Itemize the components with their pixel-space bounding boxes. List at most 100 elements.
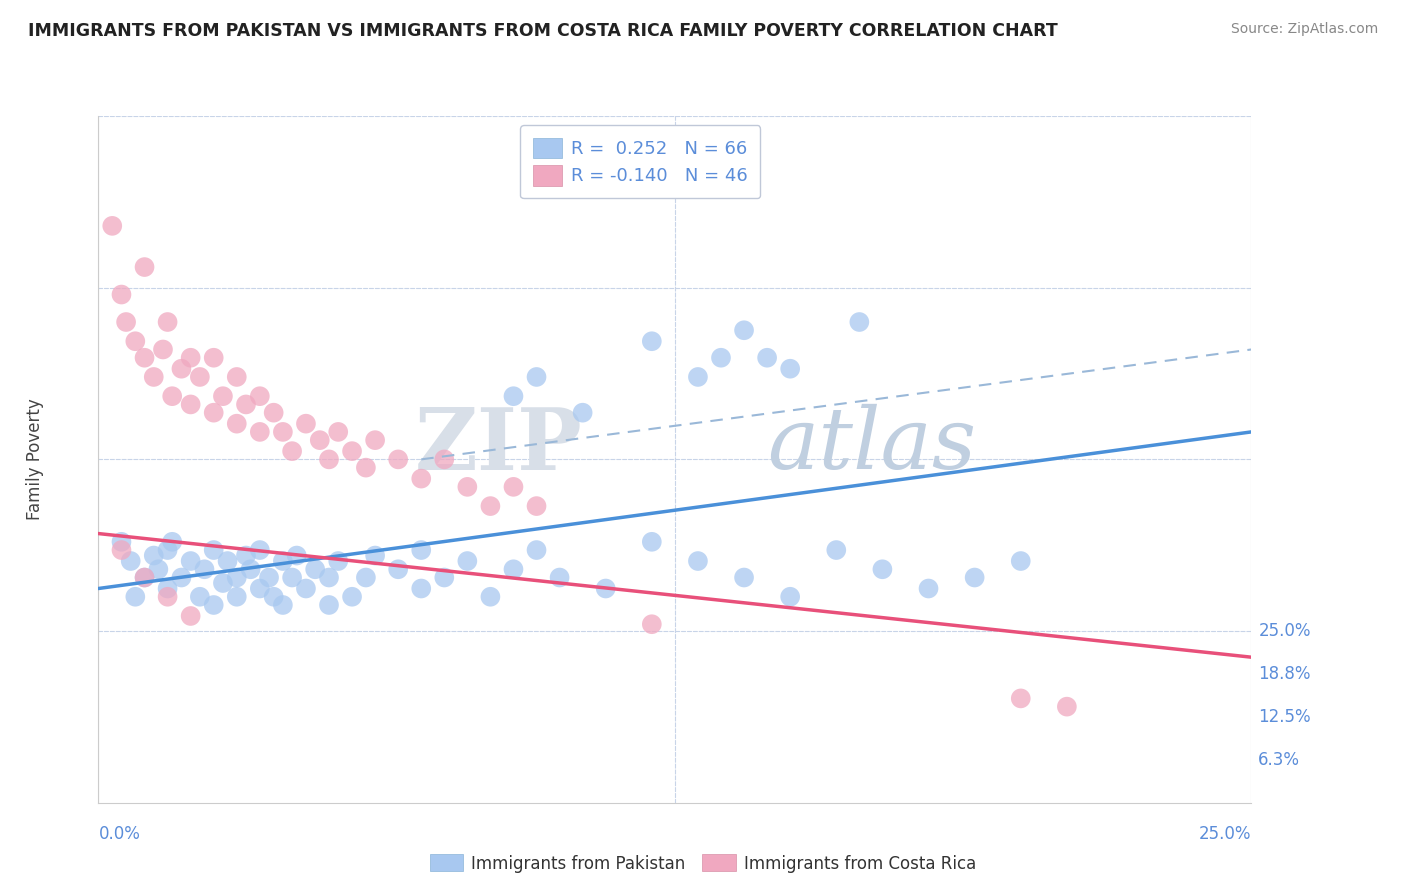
Point [180,351,202,365]
Point [387,562,409,576]
Point [212,576,235,591]
Point [156,315,179,329]
Point [502,389,524,403]
Point [354,460,377,475]
Point [263,406,285,420]
Text: 25.0%: 25.0% [1258,622,1310,640]
Point [340,590,363,604]
Point [202,351,225,365]
Point [225,417,247,431]
Point [202,406,225,420]
Point [411,472,433,486]
Point [710,351,733,365]
Text: ZIP: ZIP [415,404,582,488]
Point [257,570,280,584]
Point [142,370,165,384]
Point [249,425,271,439]
Point [328,554,350,568]
Point [271,554,294,568]
Point [571,406,593,420]
Point [318,598,340,612]
Point [756,351,779,365]
Point [217,554,239,568]
Point [281,444,304,458]
Point [295,417,318,431]
Point [1056,699,1078,714]
Point [340,444,363,458]
Point [318,570,340,584]
Point [115,315,138,329]
Text: 0.0%: 0.0% [98,825,141,843]
Point [779,361,801,376]
Point [235,397,257,411]
Point [872,562,894,576]
Point [134,570,156,584]
Point [212,389,235,403]
Point [1010,691,1032,706]
Point [502,480,524,494]
Point [295,582,318,596]
Point [134,351,156,365]
Point [456,480,478,494]
Point [110,543,132,558]
Point [101,219,124,233]
Point [354,570,377,584]
Point [170,361,193,376]
Point [263,590,285,604]
Text: Source: ZipAtlas.com: Source: ZipAtlas.com [1230,22,1378,37]
Text: 12.5%: 12.5% [1258,708,1310,726]
Point [110,287,132,301]
Point [124,334,146,349]
Point [502,562,524,576]
Point [779,590,801,604]
Point [156,543,179,558]
Point [180,554,202,568]
Point [249,543,271,558]
Point [318,452,340,467]
Point [641,534,664,549]
Point [526,499,548,513]
Point [641,334,664,349]
Point [134,260,156,274]
Point [686,370,709,384]
Point [202,598,225,612]
Point [733,570,755,584]
Point [364,549,387,563]
Point [281,570,304,584]
Point [387,452,409,467]
Point [110,534,132,549]
Point [193,562,215,576]
Point [202,543,225,558]
Point [917,582,939,596]
Point [285,549,308,563]
Point [825,543,848,558]
Point [156,582,179,596]
Text: 25.0%: 25.0% [1199,825,1251,843]
Point [328,425,350,439]
Point [1010,554,1032,568]
Point [188,370,211,384]
Point [411,582,433,596]
Point [225,570,247,584]
Point [271,598,294,612]
Text: Family Poverty: Family Poverty [27,399,44,520]
Point [548,570,571,584]
Point [271,425,294,439]
Point [433,570,456,584]
Point [733,323,755,337]
Point [364,433,387,447]
Point [304,562,326,576]
Point [686,554,709,568]
Text: 6.3%: 6.3% [1258,751,1301,769]
Point [411,543,433,558]
Point [848,315,870,329]
Legend: Immigrants from Pakistan, Immigrants from Costa Rica: Immigrants from Pakistan, Immigrants fro… [423,847,983,880]
Point [249,389,271,403]
Point [479,499,502,513]
Point [160,534,183,549]
Point [180,609,202,624]
Point [148,562,170,576]
Point [180,397,202,411]
Point [526,370,548,384]
Point [479,590,502,604]
